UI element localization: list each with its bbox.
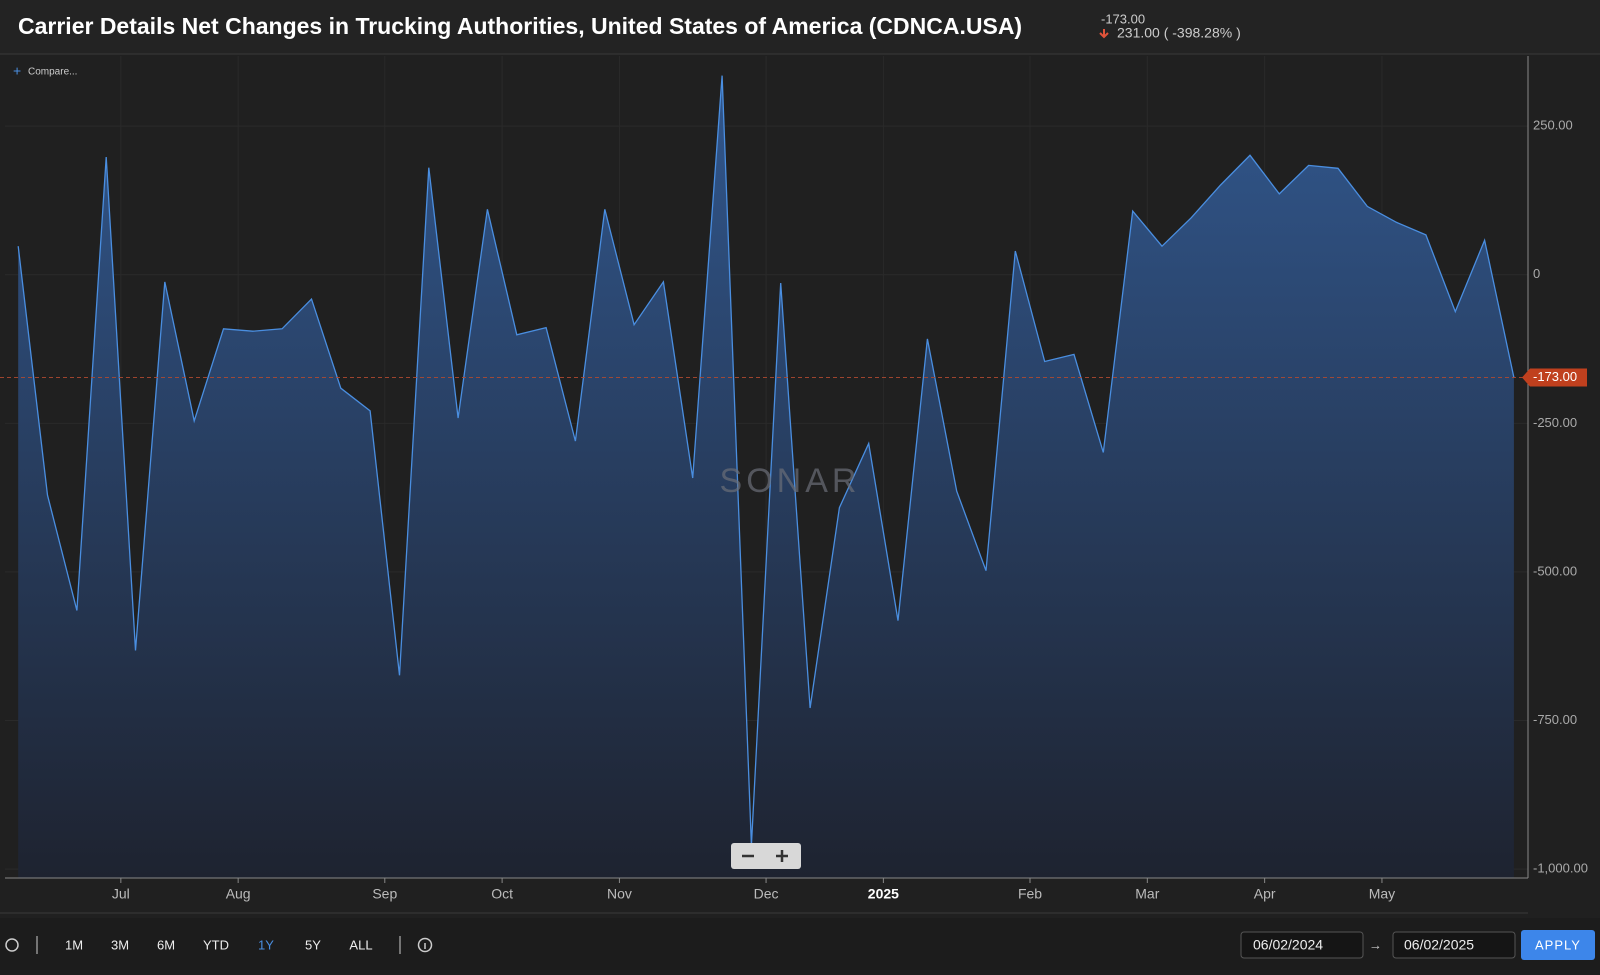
last-value-marker xyxy=(1522,368,1587,387)
zoom-icons xyxy=(742,850,788,862)
x-tick-label: Oct xyxy=(491,886,513,902)
range-button[interactable]: 1M xyxy=(65,937,83,952)
y-tick-label: -250.00 xyxy=(1533,415,1577,430)
down-arrow xyxy=(1099,29,1109,39)
arrow: → xyxy=(1369,937,1382,952)
x-tick-label: Jul xyxy=(112,886,130,902)
title: Carrier Details Net Changes in Trucking … xyxy=(18,13,1022,39)
range-button[interactable]: ALL xyxy=(349,937,372,952)
last-value: -173.00 xyxy=(1101,11,1145,26)
x-tick-label: 2025 xyxy=(868,886,899,902)
compare[interactable]: Compare... xyxy=(28,67,77,78)
area xyxy=(18,75,1514,879)
x-tick-label: Nov xyxy=(607,886,632,902)
apply-label: APPLY xyxy=(1535,937,1581,952)
y-tick-label: -750.00 xyxy=(1533,712,1577,727)
clock-icon[interactable] xyxy=(5,938,19,952)
range-button[interactable]: 6M xyxy=(157,937,175,952)
line xyxy=(17,75,1515,846)
y-tick-label: -500.00 xyxy=(1533,563,1577,578)
last-value-label: -173.00 xyxy=(1533,369,1577,384)
y-tick-label: 250.00 xyxy=(1533,118,1573,133)
x-tick-label: Feb xyxy=(1018,886,1042,902)
end-date-box[interactable] xyxy=(1392,931,1516,959)
plot xyxy=(0,56,1529,883)
range-button[interactable]: 5Y xyxy=(305,937,321,952)
start-date-box[interactable] xyxy=(1240,931,1364,959)
y-tick-label: 0 xyxy=(1533,266,1540,281)
info-icon[interactable] xyxy=(417,937,433,953)
header-bg xyxy=(0,0,1600,54)
y-tick-label: -1,000.00 xyxy=(1533,861,1588,876)
compare-plus[interactable]: + xyxy=(13,63,21,79)
apply-button[interactable] xyxy=(1521,930,1595,960)
x-tick-label: May xyxy=(1369,886,1395,902)
start-date: 06/02/2024 xyxy=(1253,937,1323,953)
change: 231.00 ( -398.28% ) xyxy=(1117,25,1241,41)
x-tick-label: Aug xyxy=(226,886,251,902)
watermark: SONAR xyxy=(720,462,861,500)
range-button[interactable]: 3M xyxy=(111,937,129,952)
x-tick-label: Dec xyxy=(754,886,779,902)
range-button[interactable]: YTD xyxy=(203,937,229,952)
range-button[interactable]: 1Y xyxy=(258,937,274,952)
x-tick-label: Apr xyxy=(1254,886,1276,902)
x-tick-label: Mar xyxy=(1135,886,1159,902)
end-date: 06/02/2025 xyxy=(1404,937,1474,953)
x-tick-label: Sep xyxy=(372,886,397,902)
zoom-buttons[interactable] xyxy=(731,843,801,869)
